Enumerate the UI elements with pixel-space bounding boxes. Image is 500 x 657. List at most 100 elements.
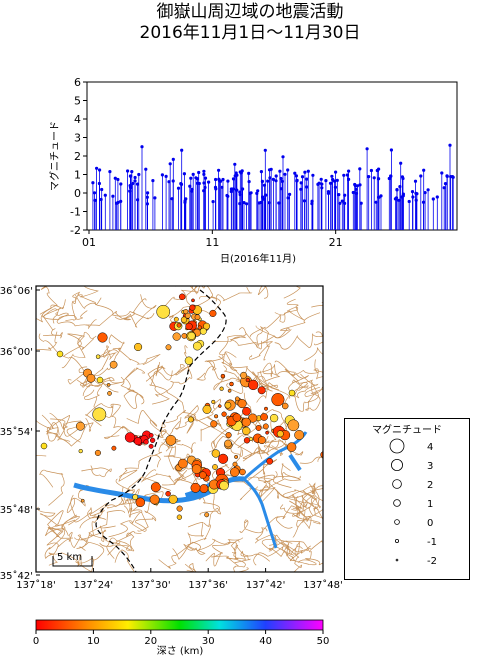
longitude-label: 137˚30'	[131, 579, 171, 591]
contour-line	[288, 373, 319, 399]
stem-point	[256, 189, 260, 193]
epicenter	[248, 413, 258, 423]
epicenter	[56, 350, 64, 358]
depth-colorbar: 0 10 20 30 40 50 深さ (km)	[33, 619, 330, 657]
contour-line	[265, 435, 292, 456]
stem-point	[423, 191, 427, 195]
stem-point	[294, 174, 298, 178]
contour-line	[187, 522, 211, 546]
contour-line	[321, 301, 323, 304]
epicenter	[183, 309, 189, 315]
epicenter	[229, 381, 234, 387]
stem-point	[197, 181, 201, 186]
stem-point	[220, 185, 224, 189]
epicenter	[150, 482, 161, 493]
stem-point	[203, 176, 208, 180]
stem-point	[197, 170, 201, 175]
stem-point	[317, 181, 321, 185]
stem-point	[394, 196, 399, 200]
contour-line	[36, 331, 58, 351]
stem-point	[330, 174, 334, 178]
stem-point	[399, 161, 403, 165]
contour-line	[212, 335, 247, 358]
river-branch	[288, 453, 302, 472]
contour-line	[79, 368, 136, 397]
epicenter	[165, 490, 171, 497]
stem-point	[136, 198, 140, 202]
epicenter	[203, 322, 211, 330]
epicenter	[212, 464, 218, 470]
epicenter	[220, 373, 226, 379]
contour-line	[196, 355, 224, 381]
contour-line	[244, 326, 271, 361]
epicenter	[199, 471, 207, 479]
stem-point	[443, 182, 448, 186]
epicenter	[191, 464, 202, 474]
colorbar-tick-label: 50	[317, 636, 330, 647]
stem-point	[445, 174, 449, 178]
stem-point	[97, 181, 101, 186]
stem-point	[137, 172, 141, 177]
epicenter	[109, 360, 118, 369]
contour-line	[203, 494, 221, 528]
epicenter	[276, 430, 284, 438]
epicenter	[281, 402, 289, 410]
epicenter	[287, 419, 300, 432]
map-frame	[35, 285, 324, 573]
epicenter	[260, 413, 268, 421]
epicenter	[86, 373, 96, 383]
legend-label: 3	[427, 461, 433, 472]
contour-line	[78, 356, 109, 388]
epicenter	[218, 404, 222, 408]
epicenter	[271, 393, 285, 407]
stem-point	[389, 148, 393, 152]
contour-line	[129, 500, 157, 532]
stem-point	[400, 175, 404, 179]
stem-point	[259, 200, 263, 205]
contour-line	[279, 495, 319, 514]
stem-point	[263, 148, 267, 152]
epicenter	[224, 401, 232, 409]
stem-point	[286, 196, 290, 200]
stem-point	[305, 185, 309, 189]
stem-point	[100, 187, 104, 192]
epicenter	[240, 371, 248, 379]
stem-point	[264, 193, 268, 197]
contour-line	[160, 286, 198, 324]
stem-point	[377, 177, 381, 181]
stem-point	[133, 175, 137, 180]
stem-point	[267, 201, 271, 205]
stem-point	[260, 179, 264, 183]
epicenter	[178, 293, 186, 301]
latitude-label: 35˚54'	[0, 426, 33, 438]
stem-point	[413, 179, 418, 183]
contour-line	[253, 545, 296, 566]
epicenter	[219, 480, 229, 491]
stem-point	[440, 171, 444, 175]
epicenter	[149, 437, 156, 443]
stem-point	[426, 188, 430, 192]
epicenter	[202, 404, 212, 414]
contour-line	[211, 552, 249, 572]
stem-point	[333, 179, 337, 183]
contour-line	[252, 440, 274, 460]
scale-bar: 5 km	[52, 552, 93, 567]
prefecture-border	[95, 289, 227, 572]
epicenter	[257, 436, 266, 445]
epicenter	[176, 322, 182, 328]
epicenter	[135, 497, 146, 508]
contour-line	[66, 484, 89, 513]
contour-line	[174, 462, 202, 487]
stem-point	[145, 195, 149, 199]
epicenter	[199, 484, 209, 494]
y-tick-label: -2	[70, 224, 81, 237]
epicenter	[264, 406, 268, 411]
stem-point	[269, 167, 273, 171]
longitude-label: 137˚48'	[303, 579, 343, 591]
contour-line	[41, 308, 63, 339]
contour-line	[172, 543, 206, 560]
contour-line	[37, 502, 108, 527]
stem-point	[300, 175, 305, 179]
stem-point	[180, 148, 184, 152]
epicenter	[148, 432, 154, 438]
